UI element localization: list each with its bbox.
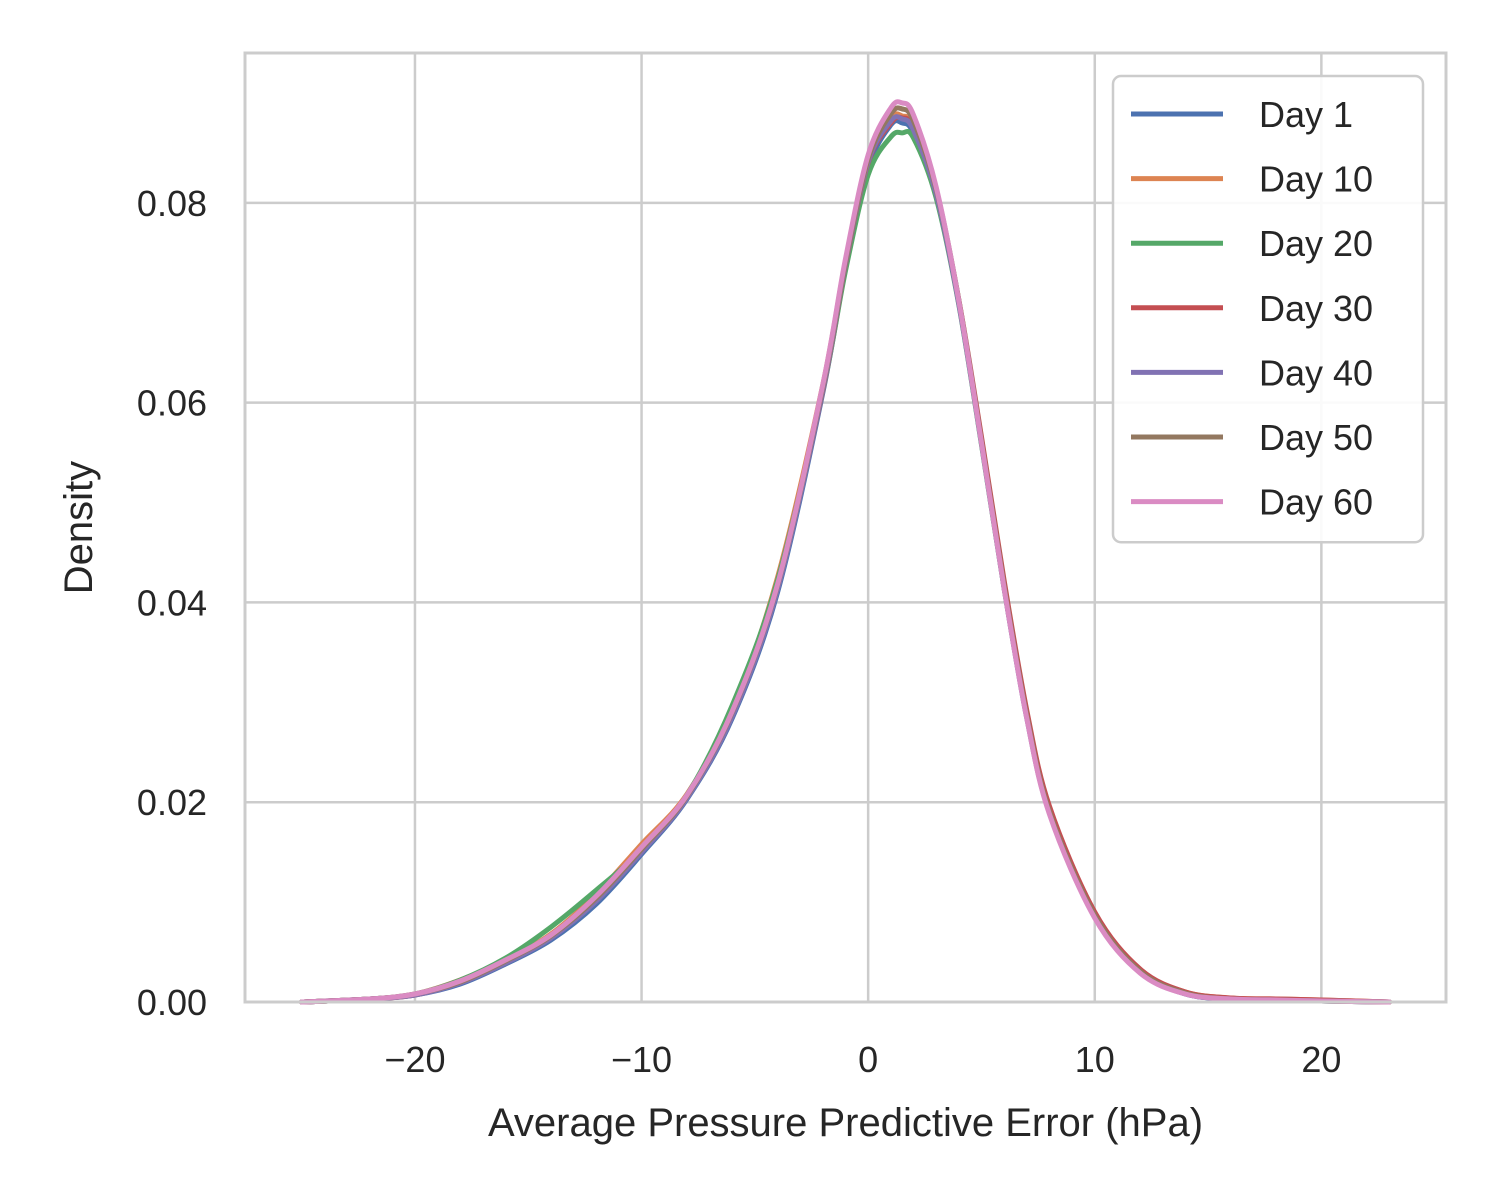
x-tick-label: −10 (611, 1039, 672, 1080)
x-tick-label: −20 (384, 1039, 445, 1080)
series-line-day-60 (299, 99, 1392, 1005)
y-tick-label: 0.08 (137, 183, 207, 224)
x-tick-label: 10 (1075, 1039, 1115, 1080)
y-tick-label: 0.04 (137, 582, 207, 623)
series-layer (299, 99, 1392, 1005)
legend-label-day-30: Day 30 (1259, 288, 1373, 329)
legend-label-day-20: Day 20 (1259, 223, 1373, 264)
tick-layer: −20 −10 0 10 20 0.00 0.02 0.04 0.06 0.08 (137, 183, 1341, 1080)
x-axis-label: Average Pressure Predictive Error (hPa) (488, 1101, 1203, 1145)
y-tick-label: 0.02 (137, 782, 207, 823)
x-tick-label: 0 (858, 1039, 878, 1080)
plot-frame (243, 51, 1448, 1004)
legend-label-day-1: Day 1 (1259, 94, 1353, 135)
y-tick-label: 0.06 (137, 383, 207, 424)
legend: Day 1 Day 10 Day 20 Day 30 Day 40 Day 50 Day 6… (1111, 74, 1425, 544)
y-tick-label: 0.00 (137, 982, 207, 1023)
legend-box (1111, 74, 1425, 544)
legend-label-day-60: Day 60 (1259, 482, 1373, 523)
legend-label-day-50: Day 50 (1259, 417, 1373, 458)
x-tick-label: 20 (1301, 1039, 1341, 1080)
legend-label-day-10: Day 10 (1259, 159, 1373, 200)
legend-label-day-40: Day 40 (1259, 352, 1373, 393)
y-axis-label: Density (57, 461, 101, 594)
